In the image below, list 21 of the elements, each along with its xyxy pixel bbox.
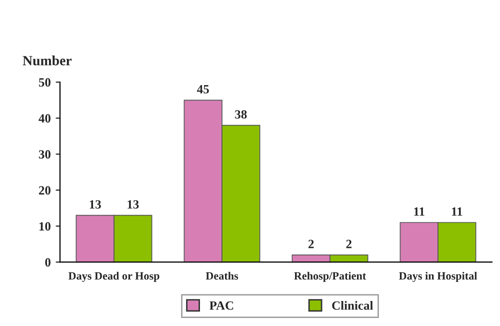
- x-tick-label: Rehosp/Patient: [294, 272, 366, 282]
- legend-label: Clinical: [332, 300, 374, 310]
- x-tick-label: Days Dead or Hosp: [68, 272, 160, 282]
- data-label: 2: [346, 240, 352, 248]
- y-tick-label: 50: [38, 78, 50, 87]
- data-label: 45: [197, 85, 209, 94]
- y-tick-label: 30: [38, 150, 50, 159]
- data-label: 2: [308, 240, 314, 248]
- x-tick-label: Deaths: [206, 272, 238, 280]
- y-tick-label: 0: [45, 258, 50, 267]
- y-tick-label: 20: [39, 186, 50, 195]
- y-axis-title: Number: [22, 56, 72, 66]
- legend-label: PAC: [209, 301, 234, 310]
- data-label: 13: [128, 200, 139, 209]
- data-label: 11: [414, 207, 424, 216]
- data-label: 38: [235, 110, 247, 119]
- data-label: 11: [452, 207, 462, 216]
- x-tick-label: Days in Hospital: [398, 272, 478, 282]
- y-tick-label: 40: [38, 114, 50, 123]
- data-label: 13: [90, 200, 101, 209]
- y-tick-label: 10: [39, 222, 50, 231]
